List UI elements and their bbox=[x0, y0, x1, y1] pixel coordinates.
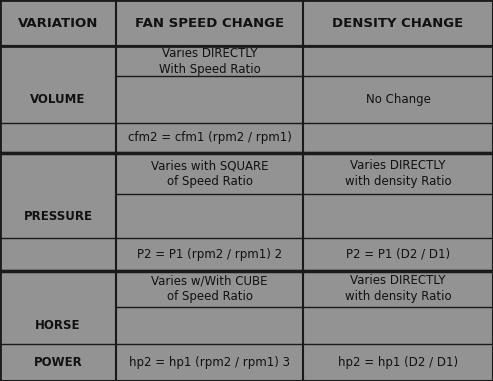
Text: DENSITY CHANGE: DENSITY CHANGE bbox=[332, 17, 464, 30]
Text: VARIATION: VARIATION bbox=[18, 17, 98, 30]
Text: PRESSURE: PRESSURE bbox=[24, 210, 92, 223]
Text: P2 = P1 (D2 / D1): P2 = P1 (D2 / D1) bbox=[346, 248, 450, 261]
Bar bbox=[0, 0, 493, 46]
Text: cfm2 = cfm1 (rpm2 / rpm1): cfm2 = cfm1 (rpm2 / rpm1) bbox=[128, 131, 291, 144]
Text: Varies DIRECTLY
with density Ratio: Varies DIRECTLY with density Ratio bbox=[345, 159, 452, 188]
Text: No Change: No Change bbox=[366, 93, 430, 106]
Text: Varies w/With CUBE
of Speed Ratio: Varies w/With CUBE of Speed Ratio bbox=[151, 274, 268, 303]
Text: HORSE: HORSE bbox=[35, 319, 81, 332]
Text: Varies with SQUARE
of Speed Ratio: Varies with SQUARE of Speed Ratio bbox=[151, 159, 268, 188]
Text: VOLUME: VOLUME bbox=[30, 93, 86, 106]
Text: P2 = P1 (rpm2 / rpm1) 2: P2 = P1 (rpm2 / rpm1) 2 bbox=[137, 248, 282, 261]
Text: hp2 = hp1 (rpm2 / rpm1) 3: hp2 = hp1 (rpm2 / rpm1) 3 bbox=[129, 356, 290, 369]
Bar bbox=[0, 271, 493, 381]
Text: POWER: POWER bbox=[34, 356, 82, 369]
Text: Varies DIRECTLY
with density Ratio: Varies DIRECTLY with density Ratio bbox=[345, 274, 452, 303]
Text: Varies DIRECTLY
With Speed Ratio: Varies DIRECTLY With Speed Ratio bbox=[159, 47, 260, 76]
Bar bbox=[0, 153, 493, 271]
Text: hp2 = hp1 (D2 / D1): hp2 = hp1 (D2 / D1) bbox=[338, 356, 458, 369]
Bar bbox=[0, 46, 493, 153]
Text: FAN SPEED CHANGE: FAN SPEED CHANGE bbox=[135, 17, 284, 30]
